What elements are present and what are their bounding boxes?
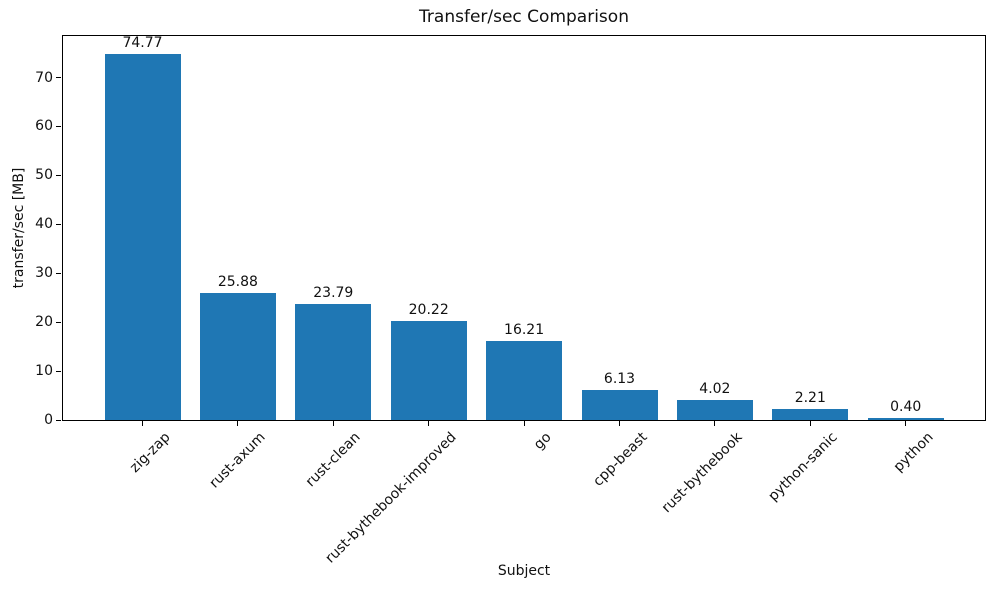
bar-rust-bythebook	[676, 400, 753, 420]
bar-cpp-beast	[581, 390, 658, 420]
x-tick-mark	[714, 421, 716, 426]
x-tick-mark	[809, 421, 811, 426]
y-tick-label: 30	[35, 265, 53, 282]
plot-area: 74.77 25.88 23.79 20.22 16.21 6.13 4.02 2.21 0.4…	[62, 35, 986, 426]
x-axis-label: Subject	[497, 563, 551, 579]
y-tick-mark	[56, 321, 61, 323]
x-tick-mark	[237, 421, 239, 426]
y-tick-mark	[56, 125, 61, 127]
y-tick-label: 0	[44, 412, 53, 428]
bar-value-label: 4.02	[699, 381, 731, 397]
bar-rust-axum	[199, 293, 276, 420]
y-tick-label: 50	[35, 167, 53, 184]
bar-value-label: 2.21	[794, 390, 826, 406]
bar-python	[867, 418, 944, 420]
x-tick-mark	[523, 421, 525, 426]
y-tick-mark	[56, 370, 61, 372]
y-tick-label: 20	[35, 314, 53, 331]
x-tick-mark	[428, 421, 430, 426]
y-tick-label: 10	[35, 363, 53, 380]
bar-value-label: 20.22	[408, 302, 449, 318]
y-tick-mark	[56, 223, 61, 225]
x-tick-mark	[332, 421, 334, 426]
bar-rust-clean	[295, 304, 372, 420]
bar-rust-bythebook-improved	[390, 321, 467, 420]
bar-value-label: 16.21	[504, 322, 545, 338]
x-tick-mark	[905, 421, 907, 426]
y-tick-label: 70	[35, 69, 53, 86]
bar-value-label: 0.40	[890, 399, 922, 415]
y-tick-label: 60	[35, 118, 53, 135]
chart-title: Transfer/sec Comparison	[419, 7, 629, 27]
bar-zig-zap	[104, 54, 181, 420]
bar-python-sanic	[772, 409, 849, 420]
bar-value-label: 25.88	[217, 274, 258, 290]
y-tick-mark	[56, 174, 61, 176]
y-tick-mark	[56, 419, 61, 421]
bar-value-label: 6.13	[603, 371, 636, 387]
x-tick-mark	[142, 421, 143, 426]
bar-go	[486, 341, 563, 420]
y-tick-mark	[56, 272, 61, 274]
bar-value-label: 23.79	[313, 285, 354, 301]
x-tick-mark	[619, 421, 620, 426]
y-tick-label: 40	[35, 216, 53, 233]
bar-value-label: 74.77	[122, 35, 163, 51]
y-tick-mark	[56, 77, 61, 79]
